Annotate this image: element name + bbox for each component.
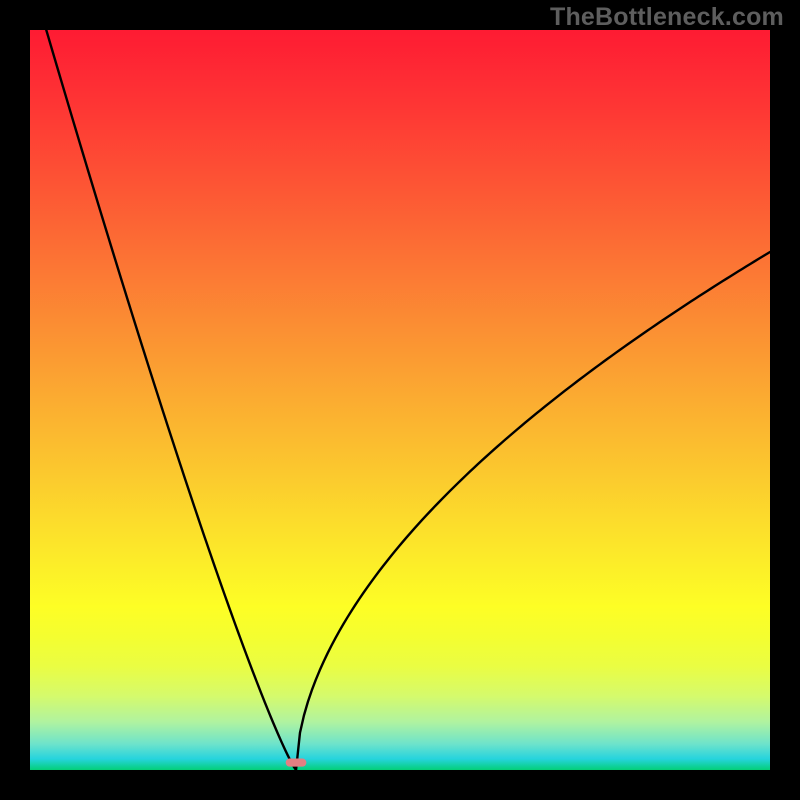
watermark-text: TheBottleneck.com bbox=[550, 3, 784, 32]
chart-frame: TheBottleneck.com bbox=[0, 0, 800, 800]
minimum-marker bbox=[286, 759, 307, 767]
chart-svg bbox=[30, 30, 770, 770]
gradient-background bbox=[30, 30, 770, 770]
plot-area bbox=[30, 30, 770, 770]
